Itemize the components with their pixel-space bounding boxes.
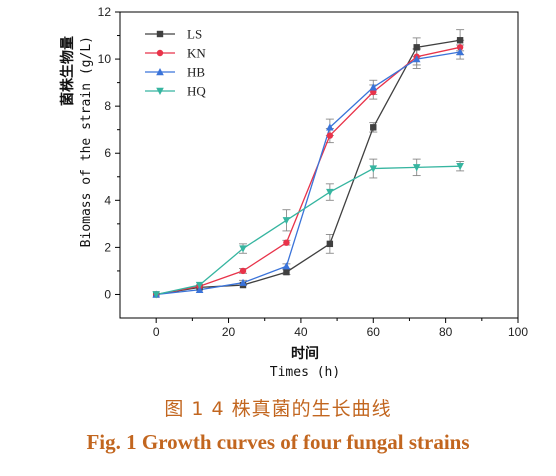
growth-curve-chart: 0 20 40 60 80 100 0 2 4 6 8 10 12 LS KN HB HQ 时间 Times …: [59, 5, 529, 380]
x-axis-title: Times (h): [270, 365, 340, 380]
series-lines: [156, 39, 461, 296]
y-tick-label: 8: [104, 99, 111, 113]
data-point-hq: [282, 217, 291, 225]
y-tick-label: 2: [104, 240, 111, 254]
data-point-hb: [412, 55, 421, 63]
data-point-kn: [326, 132, 334, 139]
data-point-hb: [369, 83, 378, 91]
figure-caption-en: Fig. 1 Growth curves of four fungal stra…: [86, 430, 470, 454]
legend-item-hq: HQ: [145, 84, 206, 99]
data-point-hb: [456, 48, 464, 56]
series-line-ls: [156, 39, 461, 296]
y-tick-label: 12: [98, 5, 112, 19]
error-bars: [239, 29, 465, 286]
data-point-hb: [326, 123, 334, 131]
x-tick-label: 80: [439, 325, 453, 339]
data-point-hq: [326, 188, 334, 197]
x-tick-label: 100: [508, 325, 528, 339]
y-tick-label: 6: [104, 146, 111, 160]
y-tick-label: 0: [104, 287, 111, 301]
y-tick-label: 4: [104, 193, 111, 207]
x-tick-label: 40: [294, 325, 308, 339]
legend-item-kn: KN: [145, 46, 206, 61]
legend-label: KN: [187, 46, 206, 61]
series-line-hq: [156, 165, 461, 296]
series-markers: [152, 37, 464, 299]
y-tick-label: 10: [98, 52, 112, 66]
data-point-hq: [456, 162, 464, 171]
plot-frame: [119, 11, 519, 319]
y-axis-title: Biomass of the strain (g/L): [79, 36, 94, 247]
x-tick-label: 20: [222, 325, 236, 339]
data-point-hq: [412, 164, 421, 172]
data-point-hq: [369, 165, 378, 173]
series-line-hb: [156, 51, 461, 296]
legend-item-ls: LS: [145, 27, 202, 42]
data-point-hq: [195, 281, 204, 290]
data-point-ls: [326, 240, 334, 248]
figure-caption-cn: 图 1 4 株真菌的生长曲线: [164, 398, 392, 420]
data-point-ls: [456, 37, 464, 44]
data-point-kn: [283, 239, 290, 246]
data-point-hb: [195, 285, 204, 293]
series-line-kn: [156, 46, 461, 296]
legend-swatch-marker: [156, 87, 164, 95]
legend-label: HB: [187, 65, 205, 80]
data-point-kn: [239, 267, 247, 275]
legend-swatch-marker: [156, 68, 164, 76]
legend-item-hb: HB: [145, 65, 205, 80]
data-point-ls: [413, 44, 420, 51]
data-point-hq: [239, 245, 247, 253]
x-axis-title-cn: 时间: [291, 345, 319, 362]
legend-swatch-marker: [156, 49, 164, 57]
legend-label: LS: [187, 27, 202, 42]
data-point-ls: [370, 124, 377, 131]
y-axis-title-cn: 菌株生物量: [59, 36, 76, 106]
data-point-hq: [152, 291, 160, 299]
legend-swatch-marker: [156, 30, 164, 38]
legend-label: HQ: [187, 84, 206, 99]
data-point-hb: [239, 278, 247, 286]
x-tick-label: 60: [367, 325, 381, 339]
data-point-hb: [282, 262, 291, 270]
data-point-kn: [456, 44, 464, 51]
data-point-ls: [283, 268, 290, 276]
legend: LS KN HB HQ: [145, 27, 206, 99]
x-tick-label: 0: [153, 325, 160, 339]
axes: 0 20 40 60 80 100 0 2 4 6 8 10 12: [98, 5, 529, 339]
